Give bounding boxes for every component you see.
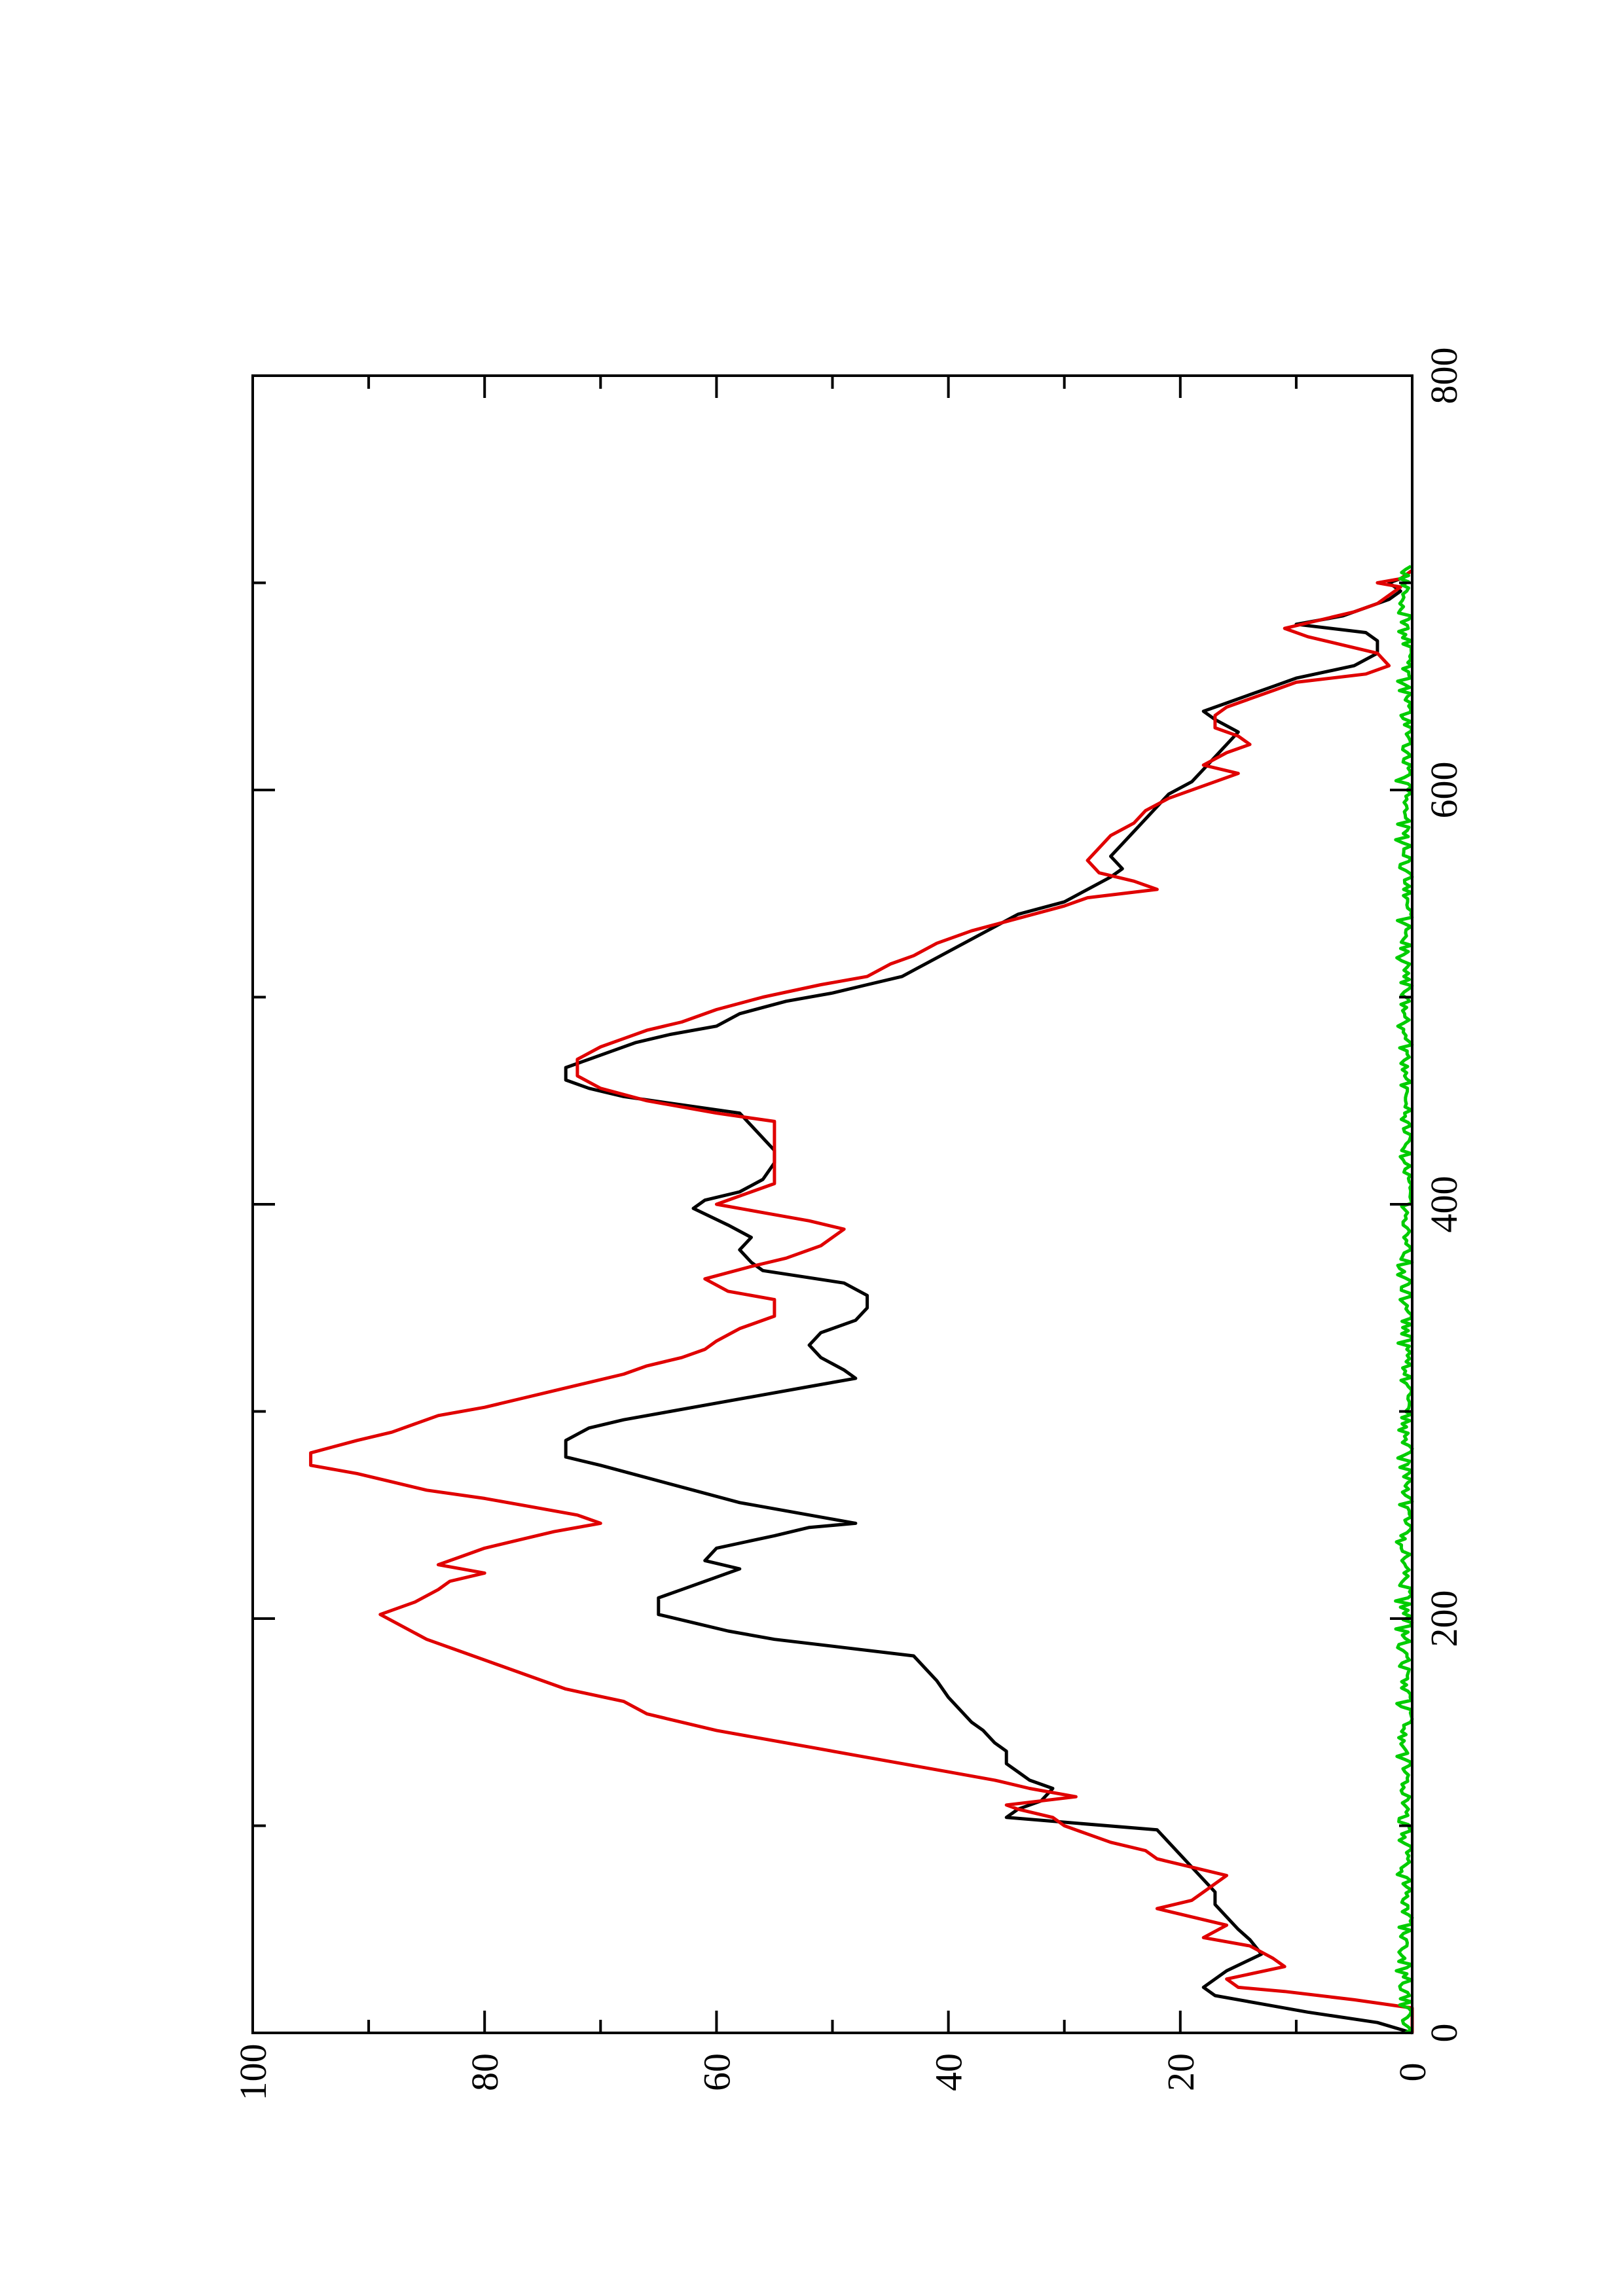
series-line-1 [564, 569, 1413, 2035]
series-line-2 [309, 569, 1414, 2033]
x-tick-label: 400 [1423, 1176, 1465, 1233]
y-tick-label: 80 [464, 2053, 506, 2091]
x-tick-label: 600 [1423, 762, 1465, 819]
ticks-layer [251, 374, 1413, 2034]
tick-labels: 0 200 400 600 800 0 20 40 60 80 100 [232, 348, 1465, 2101]
x-tick-label: 200 [1423, 1590, 1465, 1647]
y-tick-label: 0 [1391, 2063, 1434, 2082]
y-tick-label: 100 [232, 2044, 274, 2101]
x-tick-label: 800 [1423, 348, 1465, 404]
y-tick-label: 20 [1159, 2053, 1202, 2091]
series-layer [309, 565, 1414, 2035]
x-tick-label: 0 [1423, 2024, 1465, 2043]
y-tick-label: 60 [695, 2053, 738, 2091]
y-tick-label: 40 [928, 2053, 970, 2091]
plot-frame [251, 374, 1413, 2034]
series-line-3 [1394, 565, 1414, 2035]
